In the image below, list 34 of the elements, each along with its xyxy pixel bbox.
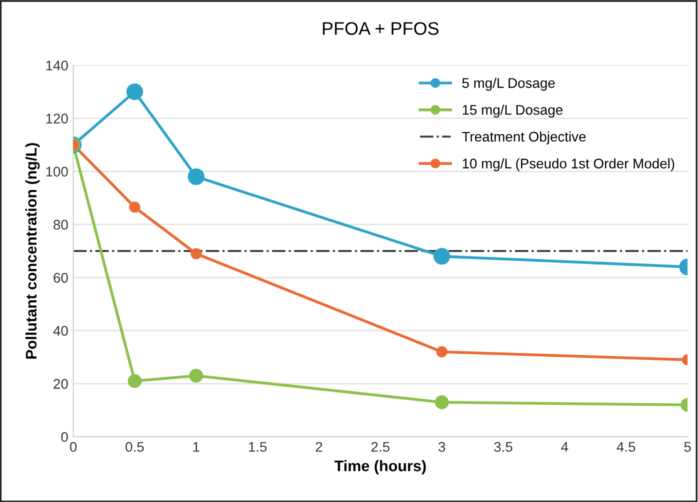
point: [434, 395, 449, 410]
legend-label: 10 mg/L (Pseudo 1st Order Model): [462, 158, 674, 172]
y-tick-label: 120: [46, 114, 68, 124]
y-tick-label: 20: [54, 379, 68, 389]
y-tick-label: 100: [46, 166, 68, 177]
legend-label: Treatment Objective: [462, 131, 586, 144]
x-tick-label: 4.5: [616, 442, 636, 452]
x-tick-label: 0.5: [126, 442, 144, 452]
x-tick-label: 5: [684, 442, 691, 452]
y-tick-label: 80: [54, 220, 68, 230]
y-tick-label: 40: [53, 326, 68, 336]
point: [188, 168, 204, 186]
x-tick-label: 0: [70, 442, 77, 452]
y-axis-title: Pollutant concentration (ng/L): [25, 143, 40, 359]
x-tick-label: 1.5: [248, 442, 267, 452]
point: [128, 374, 142, 388]
x-tick-label: 3.5: [494, 442, 512, 452]
y-tick-label: 140: [46, 60, 68, 70]
x-tick-label: 4: [561, 442, 568, 452]
point: [436, 346, 448, 358]
point: [126, 83, 144, 100]
x-tick-label: 1: [193, 442, 200, 452]
point: [129, 202, 140, 213]
point: [190, 248, 202, 260]
legend-label: 5 mg/L Dosage: [462, 78, 555, 91]
y-tick-label: 0: [61, 432, 68, 442]
legend-label: 15 mg/L Dosage: [462, 104, 563, 118]
chart-title: PFOA + PFOS: [322, 22, 439, 35]
y-tick-label: 60: [54, 272, 68, 283]
x-tick-label: 3: [438, 442, 446, 452]
x-tick-label: 2: [316, 442, 322, 452]
x-tick-label: 2.5: [371, 442, 390, 452]
point: [189, 368, 204, 383]
x-axis-title: Time (hours): [334, 460, 426, 474]
